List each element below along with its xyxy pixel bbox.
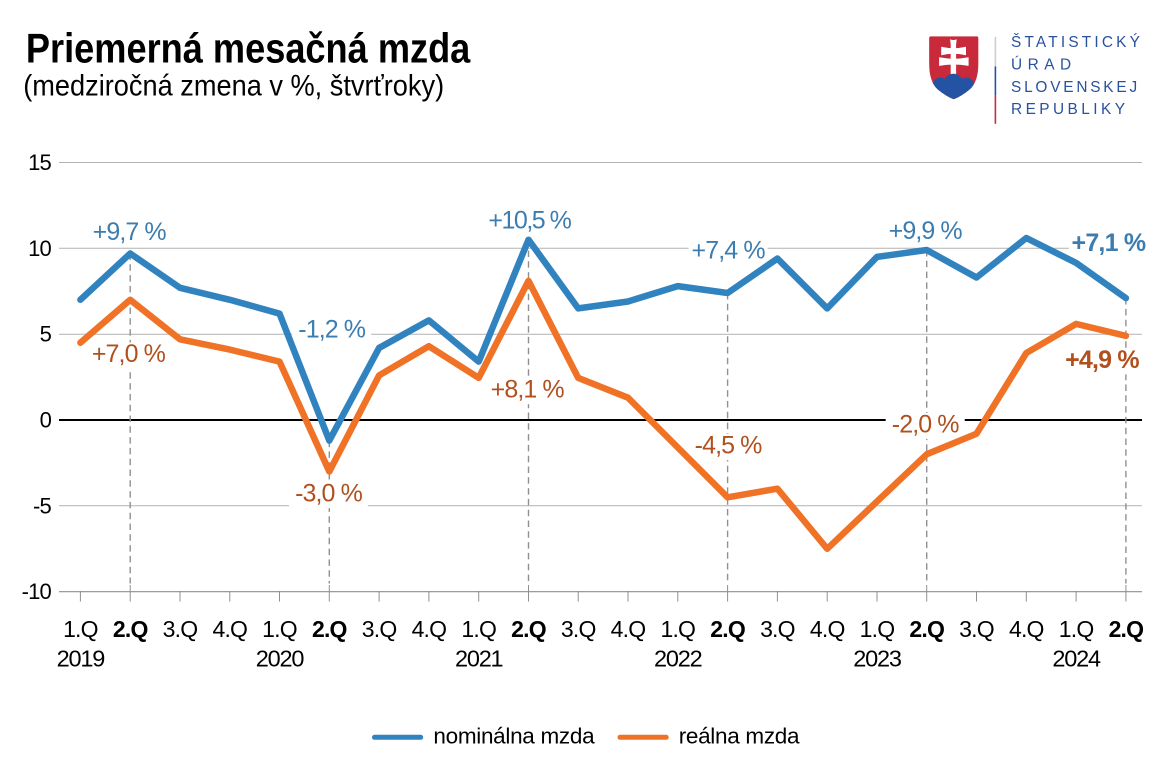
svg-text:2020: 2020 xyxy=(256,646,305,672)
svg-text:10: 10 xyxy=(28,236,51,261)
svg-text:-1,2 %: -1,2 % xyxy=(298,316,366,344)
svg-text:ŠTATISTICKÝ: ŠTATISTICKÝ xyxy=(1011,34,1143,51)
svg-text:1.Q: 1.Q xyxy=(63,616,98,642)
svg-text:ÚRAD: ÚRAD xyxy=(1011,57,1077,74)
svg-text:4.Q: 4.Q xyxy=(412,616,447,642)
svg-text:5: 5 xyxy=(40,322,52,347)
svg-text:+7,1 %: +7,1 % xyxy=(1072,229,1146,257)
svg-text:1.Q: 1.Q xyxy=(860,616,895,642)
svg-text:3.Q: 3.Q xyxy=(163,616,198,642)
svg-text:+10,5 %: +10,5 % xyxy=(488,206,571,234)
svg-text:-3,0 %: -3,0 % xyxy=(295,480,363,508)
svg-text:2021: 2021 xyxy=(455,646,503,672)
svg-text:1.Q: 1.Q xyxy=(461,616,496,642)
svg-text:3.Q: 3.Q xyxy=(561,616,596,642)
svg-text:2019: 2019 xyxy=(57,646,105,672)
svg-text:2024: 2024 xyxy=(1052,646,1101,672)
svg-text:+7,4 %: +7,4 % xyxy=(692,237,766,265)
svg-text:1.Q: 1.Q xyxy=(262,616,297,642)
svg-text:2.Q: 2.Q xyxy=(1109,616,1144,642)
svg-text:3.Q: 3.Q xyxy=(362,616,397,642)
svg-text:0: 0 xyxy=(40,408,52,433)
svg-text:SLOVENSKEJ: SLOVENSKEJ xyxy=(1011,79,1140,96)
svg-text:1.Q: 1.Q xyxy=(660,616,695,642)
svg-text:15: 15 xyxy=(28,150,51,175)
svg-text:4.Q: 4.Q xyxy=(611,616,646,642)
svg-text:2.Q: 2.Q xyxy=(113,616,148,642)
svg-text:4.Q: 4.Q xyxy=(810,616,845,642)
svg-text:4.Q: 4.Q xyxy=(212,616,247,642)
svg-text:-2,0 %: -2,0 % xyxy=(892,410,960,438)
svg-text:3.Q: 3.Q xyxy=(959,616,994,642)
svg-text:2.Q: 2.Q xyxy=(909,616,944,642)
svg-text:REPUBLIKY: REPUBLIKY xyxy=(1011,101,1128,118)
svg-text:Priemerná mesačná mzda: Priemerná mesačná mzda xyxy=(26,26,471,72)
svg-text:+7,0 %: +7,0 % xyxy=(92,340,166,368)
svg-text:(medziročná zmena v %, štvrťro: (medziročná zmena v %, štvrťroky) xyxy=(23,69,444,102)
svg-text:+9,7 %: +9,7 % xyxy=(93,218,167,246)
svg-text:2.Q: 2.Q xyxy=(511,616,546,642)
svg-text:4.Q: 4.Q xyxy=(1009,616,1044,642)
svg-text:3.Q: 3.Q xyxy=(760,616,795,642)
svg-text:1.Q: 1.Q xyxy=(1059,616,1094,642)
svg-text:-5: -5 xyxy=(33,493,52,518)
svg-text:+9,9 %: +9,9 % xyxy=(889,217,963,245)
svg-text:2023: 2023 xyxy=(853,646,902,672)
svg-text:+8,1 %: +8,1 % xyxy=(491,376,565,404)
svg-text:-4,5 %: -4,5 % xyxy=(695,432,763,460)
svg-text:reálna mzda: reálna mzda xyxy=(679,724,800,749)
svg-text:+4,9 %: +4,9 % xyxy=(1065,346,1139,374)
svg-text:2022: 2022 xyxy=(654,646,702,672)
svg-text:-10: -10 xyxy=(22,579,52,604)
svg-text:2.Q: 2.Q xyxy=(710,616,745,642)
svg-text:2.Q: 2.Q xyxy=(312,616,347,642)
svg-text:nominálna mzda: nominálna mzda xyxy=(433,724,595,749)
